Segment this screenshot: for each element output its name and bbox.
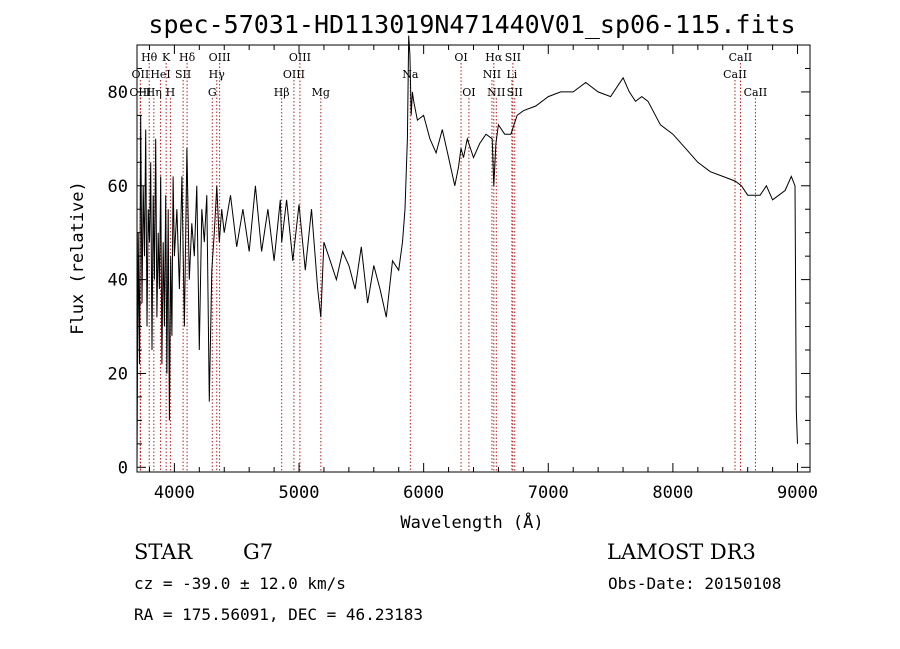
y-axis-ticks: 0 20 40 60 80 xyxy=(108,67,810,478)
x-tick-label: 7000 xyxy=(528,483,569,503)
x-tick-label: 5000 xyxy=(279,483,320,503)
object-class: STAR xyxy=(134,540,193,564)
chart-title: spec-57031-HD113019N471440V01_sp06-115.f… xyxy=(148,10,795,39)
line-marker-label: G xyxy=(208,86,217,99)
line-marker-label: Hβ xyxy=(274,86,290,99)
redshift-cz: cz = -39.0 ± 12.0 km/s xyxy=(134,574,346,593)
y-tick-label: 20 xyxy=(108,364,128,384)
y-tick-label: 80 xyxy=(108,83,128,103)
line-marker-label: OIII xyxy=(283,68,305,81)
x-tick-label: 4000 xyxy=(154,483,195,503)
y-tick-label: 60 xyxy=(108,177,128,197)
line-marker-label: OIII xyxy=(209,51,231,64)
spectral-line-markers: Hθ OII OIII K HeI Hη SII H Hδ OIII Hγ G OIII OIII Hβ Mg… xyxy=(129,51,767,472)
line-marker-label: OII xyxy=(132,68,150,81)
line-marker-label: Hδ xyxy=(179,51,196,64)
line-marker-label: NII xyxy=(487,86,505,99)
line-marker-label: Hγ xyxy=(209,68,226,81)
line-marker-label: SII xyxy=(505,51,521,64)
x-tick-label: 9000 xyxy=(777,483,818,503)
line-marker-label: Mg xyxy=(312,86,330,99)
line-marker-label: Li xyxy=(506,68,517,81)
line-marker-label: Hα xyxy=(485,51,503,64)
line-marker-label: OI xyxy=(454,51,467,64)
line-marker-label: OIII xyxy=(289,51,311,64)
line-marker-label: NII xyxy=(483,68,501,81)
line-marker-label: Hη xyxy=(146,86,162,99)
line-marker-label: SII xyxy=(507,86,523,99)
line-marker-label: H xyxy=(166,86,176,99)
plot-frame xyxy=(136,44,811,473)
y-axis-label: Flux (relative) xyxy=(68,181,88,335)
line-marker-label: OIII xyxy=(129,86,151,99)
spectrum-series xyxy=(136,35,798,468)
spectrum-line xyxy=(136,35,798,468)
x-tick-label: 6000 xyxy=(403,483,444,503)
x-axis-ticks: 4000 5000 6000 7000 8000 9000 xyxy=(148,45,818,503)
y-tick-label: 40 xyxy=(108,271,128,291)
line-marker-label: K xyxy=(162,51,171,64)
line-marker-label: Hθ xyxy=(141,51,158,64)
object-subclass: G7 xyxy=(243,540,273,564)
line-marker-label: OI xyxy=(462,86,475,99)
y-tick-label: 0 xyxy=(118,458,128,478)
x-axis-label: Wavelength (Å) xyxy=(400,511,543,533)
observation-date: Obs-Date: 20150108 xyxy=(608,574,781,593)
line-marker-label: SII xyxy=(175,68,191,81)
line-marker-label: CaII xyxy=(723,68,747,81)
line-marker-label: CaII xyxy=(744,86,768,99)
survey-name: LAMOST DR3 xyxy=(607,540,756,564)
coordinates: RA = 175.56091, DEC = 46.23183 xyxy=(134,605,423,624)
line-marker-label: CaII xyxy=(729,51,753,64)
x-tick-label: 8000 xyxy=(652,483,693,503)
line-marker-label: HeI xyxy=(150,68,170,81)
